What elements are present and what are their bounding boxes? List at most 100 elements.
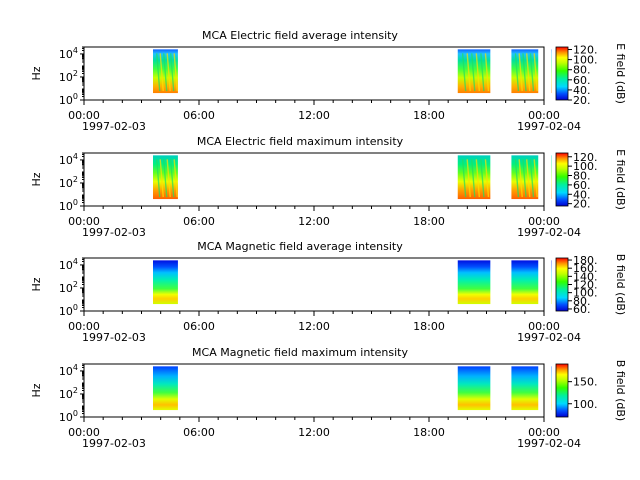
data-streak: [480, 53, 485, 92]
y-tick-label: 104: [59, 363, 78, 378]
panel-title: MCA Magnetic field maximum intensity: [192, 346, 408, 359]
data-streak: [529, 159, 535, 198]
data-streak: [518, 159, 523, 198]
colorbar: 20.40.60.80.100.120. E field (dB): [555, 43, 627, 107]
y-tick-label: 100: [59, 92, 78, 107]
x-tick-label: 06:00: [183, 426, 215, 439]
data-streak: [484, 159, 490, 198]
x-date-start: 1997-02-03: [82, 120, 146, 133]
y-axis-label: Hz: [30, 172, 43, 186]
data-streak: [163, 159, 168, 198]
x-tick-label: 00:00: [68, 109, 100, 122]
x-tick-label: 06:00: [183, 320, 215, 333]
colorbar-gradient: [555, 257, 569, 312]
panel-1: MCA Electric field average intensity 100 1…: [30, 29, 627, 133]
colorbar-tick-label: 100.: [573, 160, 598, 173]
spectrogram: [153, 260, 552, 305]
data-streak: [169, 159, 175, 198]
data-streak: [466, 159, 471, 198]
panel-3: MCA Magnetic field average intensity 100 1…: [30, 240, 627, 344]
x-tick-label: 12:00: [298, 320, 330, 333]
colorbar-tick-label: 40.: [573, 188, 591, 201]
y-tick-exponent: 4: [73, 363, 78, 372]
x-date-start: 1997-02-03: [82, 331, 146, 344]
colorbar: 60.80.100.120.140.160.180. B field (dB): [555, 254, 627, 316]
x-tick-label: 18:00: [413, 320, 445, 333]
data-streak: [475, 159, 481, 198]
y-axis-label: Hz: [30, 383, 43, 397]
colorbar: 100. 150. B field (dB): [555, 360, 627, 421]
data-streak: [159, 159, 164, 198]
y-tick-exponent: 2: [73, 175, 78, 184]
colorbar-gradient: [555, 46, 569, 101]
data-streak: [466, 53, 471, 92]
x-date-end: 1997-02-04: [517, 120, 581, 133]
colorbar-label: E field (dB): [614, 149, 627, 210]
colorbar-tick-label: 160.: [573, 262, 598, 275]
colorbar-gradient: [555, 363, 569, 418]
x-tick-label: 12:00: [298, 426, 330, 439]
data-streak: [471, 159, 476, 198]
x-tick-label: 18:00: [413, 426, 445, 439]
panel-title: MCA Electric field maximum intensity: [197, 135, 404, 148]
data-block: [153, 366, 178, 411]
data-streak: [533, 53, 538, 92]
y-tick-exponent: 0: [73, 198, 78, 207]
colorbar-tick-label: 100.: [573, 54, 598, 67]
x-date-start: 1997-02-03: [82, 437, 146, 450]
colorbar-gradient: [555, 152, 569, 207]
x-tick-label: 18:00: [413, 109, 445, 122]
data-streak: [526, 159, 531, 198]
x-tick-label: 00:00: [68, 320, 100, 333]
colorbar-tick-label: 120.: [573, 44, 598, 57]
panel-2: MCA Electric field maximum intensity 100 1…: [30, 135, 627, 239]
colorbar-tick-label: 60.: [573, 179, 591, 192]
colorbar-tick-label: 20.: [573, 198, 591, 211]
colorbar-tick-label: 100.: [573, 287, 598, 300]
colorbar-tick-label: 120.: [573, 151, 598, 164]
colorbar-label: E field (dB): [614, 43, 627, 104]
colorbar-tick-label: 80.: [573, 170, 591, 183]
y-tick-exponent: 2: [73, 280, 78, 289]
y-tick-exponent: 2: [73, 386, 78, 395]
colorbar: 20.40.60.80.100.120. E field (dB): [555, 149, 627, 211]
data-streak: [475, 53, 481, 92]
x-tick-label: 00:00: [528, 109, 560, 122]
x-date-start: 1997-02-03: [82, 226, 146, 239]
data-streak: [533, 159, 538, 198]
y-tick-exponent: 0: [73, 92, 78, 101]
colorbar-tick-label: 120.: [573, 279, 598, 292]
data-streak: [159, 53, 164, 92]
data-block: [551, 260, 552, 305]
x-date-end: 1997-02-04: [517, 226, 581, 239]
y-tick-label: 104: [59, 152, 78, 167]
data-block: [551, 49, 552, 94]
data-streak: [166, 53, 171, 92]
data-streak: [514, 53, 520, 92]
data-streak: [156, 159, 161, 198]
spectrogram: [153, 366, 552, 411]
data-streak: [522, 159, 527, 198]
data-block: [511, 366, 539, 411]
y-tick-exponent: 0: [73, 409, 78, 418]
spectrogram: [153, 49, 552, 94]
y-tick-label: 100: [59, 198, 78, 213]
x-tick-label: 00:00: [68, 426, 100, 439]
x-tick-label: 18:00: [413, 215, 445, 228]
y-tick-label: 104: [59, 46, 78, 61]
colorbar-tick-label: 80.: [573, 295, 591, 308]
colorbar-tick-label: 60.: [573, 74, 591, 87]
data-block: [551, 366, 552, 411]
colorbar-tick-label: 140.: [573, 270, 598, 283]
x-tick-label: 00:00: [528, 426, 560, 439]
y-axis-label: Hz: [30, 277, 43, 291]
data-streak: [518, 53, 523, 92]
data-block: [511, 260, 539, 305]
panel-title: MCA Magnetic field average intensity: [197, 240, 403, 253]
x-tick-label: 06:00: [183, 109, 215, 122]
x-tick-label: 00:00: [68, 215, 100, 228]
y-tick-label: 102: [59, 280, 78, 295]
data-streak: [166, 159, 171, 198]
y-tick-exponent: 4: [73, 152, 78, 161]
